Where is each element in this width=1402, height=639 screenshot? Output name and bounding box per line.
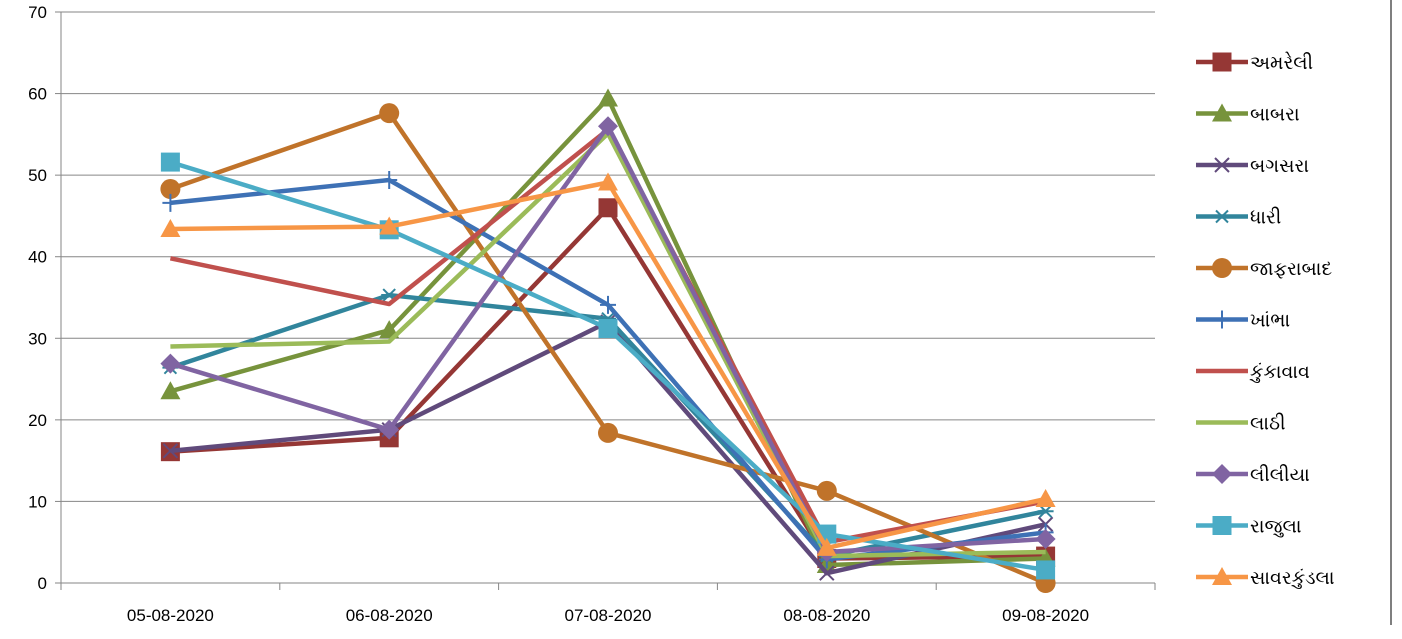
legend-marker (1214, 157, 1230, 173)
data-point (379, 320, 400, 339)
legend-marker (1214, 310, 1230, 329)
legend-item: બગસરા (1196, 155, 1309, 177)
series-line (170, 177, 1046, 562)
data-point (160, 381, 181, 400)
chart-frame-border (1390, 0, 1392, 625)
y-tick-label: 10 (28, 492, 47, 511)
legend-item: લીલીયા (1196, 464, 1310, 486)
series-8 (170, 131, 1046, 559)
series-11 (160, 172, 1056, 556)
data-point (381, 171, 398, 190)
data-point (162, 443, 179, 459)
x-tick-label: 07-08-2020 (565, 606, 652, 625)
y-tick-label: 40 (28, 248, 47, 267)
legend-label: ધારી (1250, 207, 1281, 229)
data-point (1037, 504, 1054, 518)
data-point (598, 116, 618, 137)
y-tick-label: 60 (28, 85, 47, 104)
y-tick-label: 30 (28, 329, 47, 348)
legend-marker (1214, 209, 1230, 224)
legend-label: જાફરાબાદ (1250, 258, 1332, 280)
data-point (598, 88, 618, 107)
legend-marker (1212, 258, 1232, 278)
legend-marker (1212, 516, 1232, 535)
legend-item: ખાંભા (1196, 310, 1290, 332)
legend-marker (1212, 52, 1232, 72)
data-point (816, 537, 837, 556)
legend-item: ધારી (1196, 207, 1281, 229)
legend-item: રાજુલા (1196, 516, 1301, 538)
x-tick-label: 09-08-2020 (1002, 606, 1089, 625)
data-point (160, 353, 181, 374)
legend-label: લીલીયા (1250, 464, 1310, 486)
legend-item: લાઠી (1196, 413, 1286, 435)
data-point (1035, 528, 1056, 549)
legend-label: કુંકાવાવ (1249, 361, 1310, 383)
legend-label: અમરેલી (1250, 52, 1313, 74)
data-point (160, 218, 181, 237)
legend-marker (1212, 567, 1232, 585)
legend-label: ખાંભા (1250, 310, 1290, 332)
y-tick-label: 0 (38, 574, 47, 593)
data-point (379, 216, 400, 235)
legend-marker (1212, 103, 1232, 122)
legend-label: બાબરા (1250, 104, 1300, 126)
y-tick-label: 70 (28, 3, 47, 22)
legend-marker (1212, 464, 1232, 484)
x-tick-label: 08-08-2020 (783, 606, 870, 625)
data-point (162, 193, 179, 212)
series-line (170, 319, 1047, 576)
legend-item: બાબરા (1196, 103, 1300, 126)
series-6 (162, 171, 1054, 569)
legend-label: રાજુલા (1250, 516, 1301, 538)
y-tick-label: 50 (28, 166, 47, 185)
series-line (169, 159, 1046, 573)
legend-item: જાફરાબાદ (1196, 258, 1332, 280)
series-line (170, 205, 1046, 561)
legend-label: સાવરકુંડલા (1250, 567, 1335, 589)
data-point (379, 103, 400, 124)
data-point (598, 198, 618, 218)
series-line (170, 131, 1046, 559)
data-point (816, 480, 837, 501)
data-point (379, 419, 400, 440)
data-point (1036, 560, 1056, 580)
series-layer (160, 88, 1056, 593)
series-1 (160, 198, 1056, 569)
legend-item: સાવરકુંડલા (1196, 567, 1335, 589)
x-tick-label: 05-08-2020 (127, 606, 214, 625)
legend: અમરેલી બાબરા બગસરા ધારી જાફરાબાદ ખાંભા કુંકાવા… (1196, 52, 1335, 589)
data-point (598, 422, 618, 443)
data-point (600, 295, 616, 314)
legend-item: કુંકાવાવ (1196, 361, 1310, 383)
legend-label: બગસરા (1250, 155, 1309, 177)
tick-labels: 0 10 20 30 40 50 60 70 05-08-2020 06-08-2020 07-08… (28, 3, 1089, 625)
data-point (598, 318, 618, 338)
data-point (1035, 488, 1056, 507)
data-point (160, 179, 181, 200)
y-tick-label: 20 (28, 411, 47, 430)
axes (55, 11, 1156, 590)
series-5 (160, 103, 1056, 593)
data-point (160, 152, 180, 172)
data-point (598, 172, 618, 191)
legend-item: અમરેલી (1196, 52, 1313, 74)
legend-label: લાઠી (1250, 413, 1286, 435)
x-tick-label: 06-08-2020 (346, 606, 433, 625)
series-line (170, 180, 1047, 551)
data-point (819, 565, 835, 581)
series-10 (160, 152, 1056, 580)
